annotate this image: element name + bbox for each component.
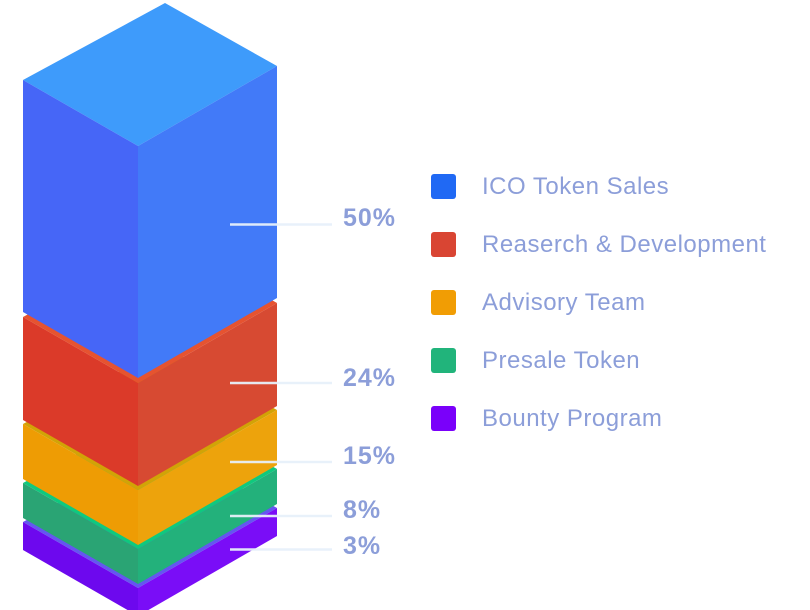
legend-swatch-icon [431,174,456,199]
segment-left-face-reaserch-development [23,317,138,486]
pct-label-research-development: 24% [343,364,397,392]
legend-item-bounty-program: Bounty Program [431,404,663,432]
legend-swatch-icon [431,406,456,431]
pct-label-bounty-program: 3% [343,532,382,560]
legend-swatch-icon [431,232,456,257]
segment-right-face-bounty-program [138,508,277,610]
pct-label-advisory-team: 15% [343,442,397,470]
legend-item-label: Bounty Program [482,404,663,432]
legend-item-label: ICO Token Sales [482,172,670,200]
segment-left-face-advisory-team [23,424,138,545]
legend-item-ico-token-sales: ICO Token Sales [431,172,670,200]
segment-left-face-presale-token [23,483,138,584]
pct-label-ico-token-sales: 50% [343,204,397,232]
segment-right-face-advisory-team [138,410,277,545]
legend: ICO Token Sales Reaserch & Development A… [431,0,810,610]
legend-item-presale-token: Presale Token [431,346,641,374]
pct-label-presale-token: 8% [343,496,382,524]
segment-right-face-reaserch-development [138,303,277,486]
legend-item-label: Reaserch & Development [482,230,767,258]
legend-item-label: Advisory Team [482,288,646,316]
segment-left-face-ico-token-sales [23,80,138,378]
segment-right-face-ico-token-sales [138,66,277,378]
segment-right-face-presale-token [138,469,277,584]
legend-item-research-development: Reaserch & Development [431,230,767,258]
segment-top-face-ico-token-sales [23,3,277,146]
legend-item-advisory-team: Advisory Team [431,288,646,316]
segment-left-face-bounty-program [23,522,138,610]
legend-item-label: Presale Token [482,346,641,374]
legend-swatch-icon [431,348,456,373]
legend-swatch-icon [431,290,456,315]
